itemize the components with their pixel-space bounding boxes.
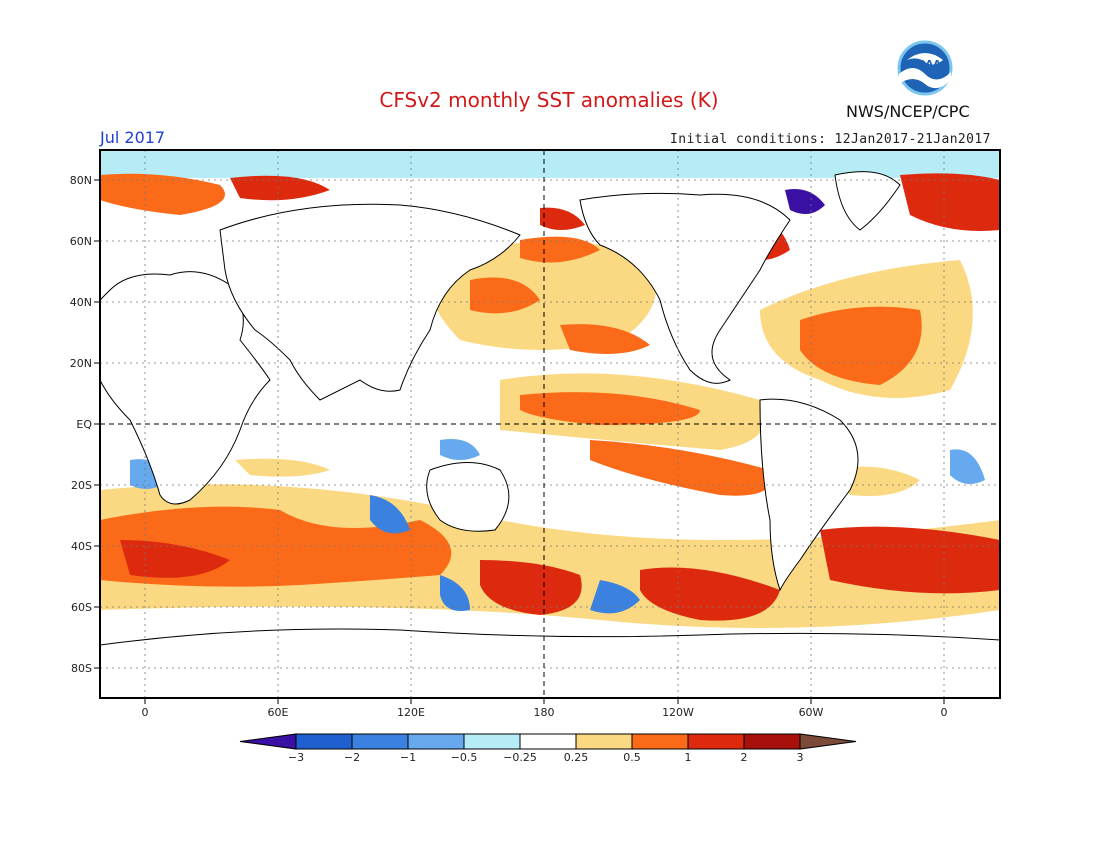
colorbar-box (743, 733, 801, 750)
equator-dateline (100, 150, 1000, 698)
lat-label-80n: 80N (70, 174, 92, 187)
gridlines (100, 150, 1000, 698)
colorbar-box (295, 733, 353, 750)
colorbar-box (463, 733, 521, 750)
valid-month-label: Jul 2017 (100, 128, 166, 147)
colorbar-label: −3 (288, 751, 304, 764)
lon-ticks (144, 698, 945, 704)
colorbar-label: 1 (685, 751, 692, 764)
noaa-logo-text: NOAA (909, 59, 941, 70)
lat-label-40s: 40S (71, 540, 92, 553)
lon-label-120e: 120E (397, 706, 425, 719)
lon-label-120w: 120W (662, 706, 694, 719)
lat-ticks (94, 179, 100, 669)
colorbar-box (575, 733, 633, 750)
colorbar-label: 3 (797, 751, 804, 764)
initial-conditions-label: Initial conditions: 12Jan2017-21Jan2017 (670, 132, 991, 147)
lon-label-0: 0 (142, 706, 149, 719)
colorbar-label: −2 (344, 751, 360, 764)
agency-label: NWS/NCEP/CPC (846, 102, 970, 121)
lat-label-20n: 20N (70, 357, 92, 370)
colorbar-box (631, 733, 689, 750)
colorbar-label: 0.25 (564, 751, 589, 764)
colorbar-low-triangle (239, 733, 297, 750)
colorbar-box (687, 733, 745, 750)
colorbar-high-triangle (799, 733, 857, 750)
continents (100, 171, 1000, 698)
lat-label-60n: 60N (70, 235, 92, 248)
noaa-logo: NOAA (893, 40, 957, 96)
lat-label-80s: 80S (71, 662, 92, 675)
lon-label-180: 180 (534, 706, 555, 719)
lat-label-40n: 40N (70, 296, 92, 309)
colorbar: −3 −2 −1 −0.5 −0.25 0.25 0.5 1 2 3 (239, 733, 857, 764)
colorbar-label: −1 (400, 751, 416, 764)
colorbar-box (351, 733, 409, 750)
lat-label-60s: 60S (71, 601, 92, 614)
chart-title: CFSv2 monthly SST anomalies (K) (379, 88, 719, 112)
colorbar-label: −0.25 (503, 751, 537, 764)
lat-label-20s: 20S (71, 479, 92, 492)
lat-label-eq: EQ (76, 418, 92, 431)
colorbar-box (407, 733, 465, 750)
colorbar-box (519, 733, 577, 750)
lon-label-60e: 60E (268, 706, 289, 719)
colorbar-label: −0.5 (451, 751, 478, 764)
colorbar-label: 0.5 (623, 751, 641, 764)
lon-label-60w: 60W (799, 706, 824, 719)
lon-label-0-east: 0 (941, 706, 948, 719)
colorbar-label: 2 (741, 751, 748, 764)
